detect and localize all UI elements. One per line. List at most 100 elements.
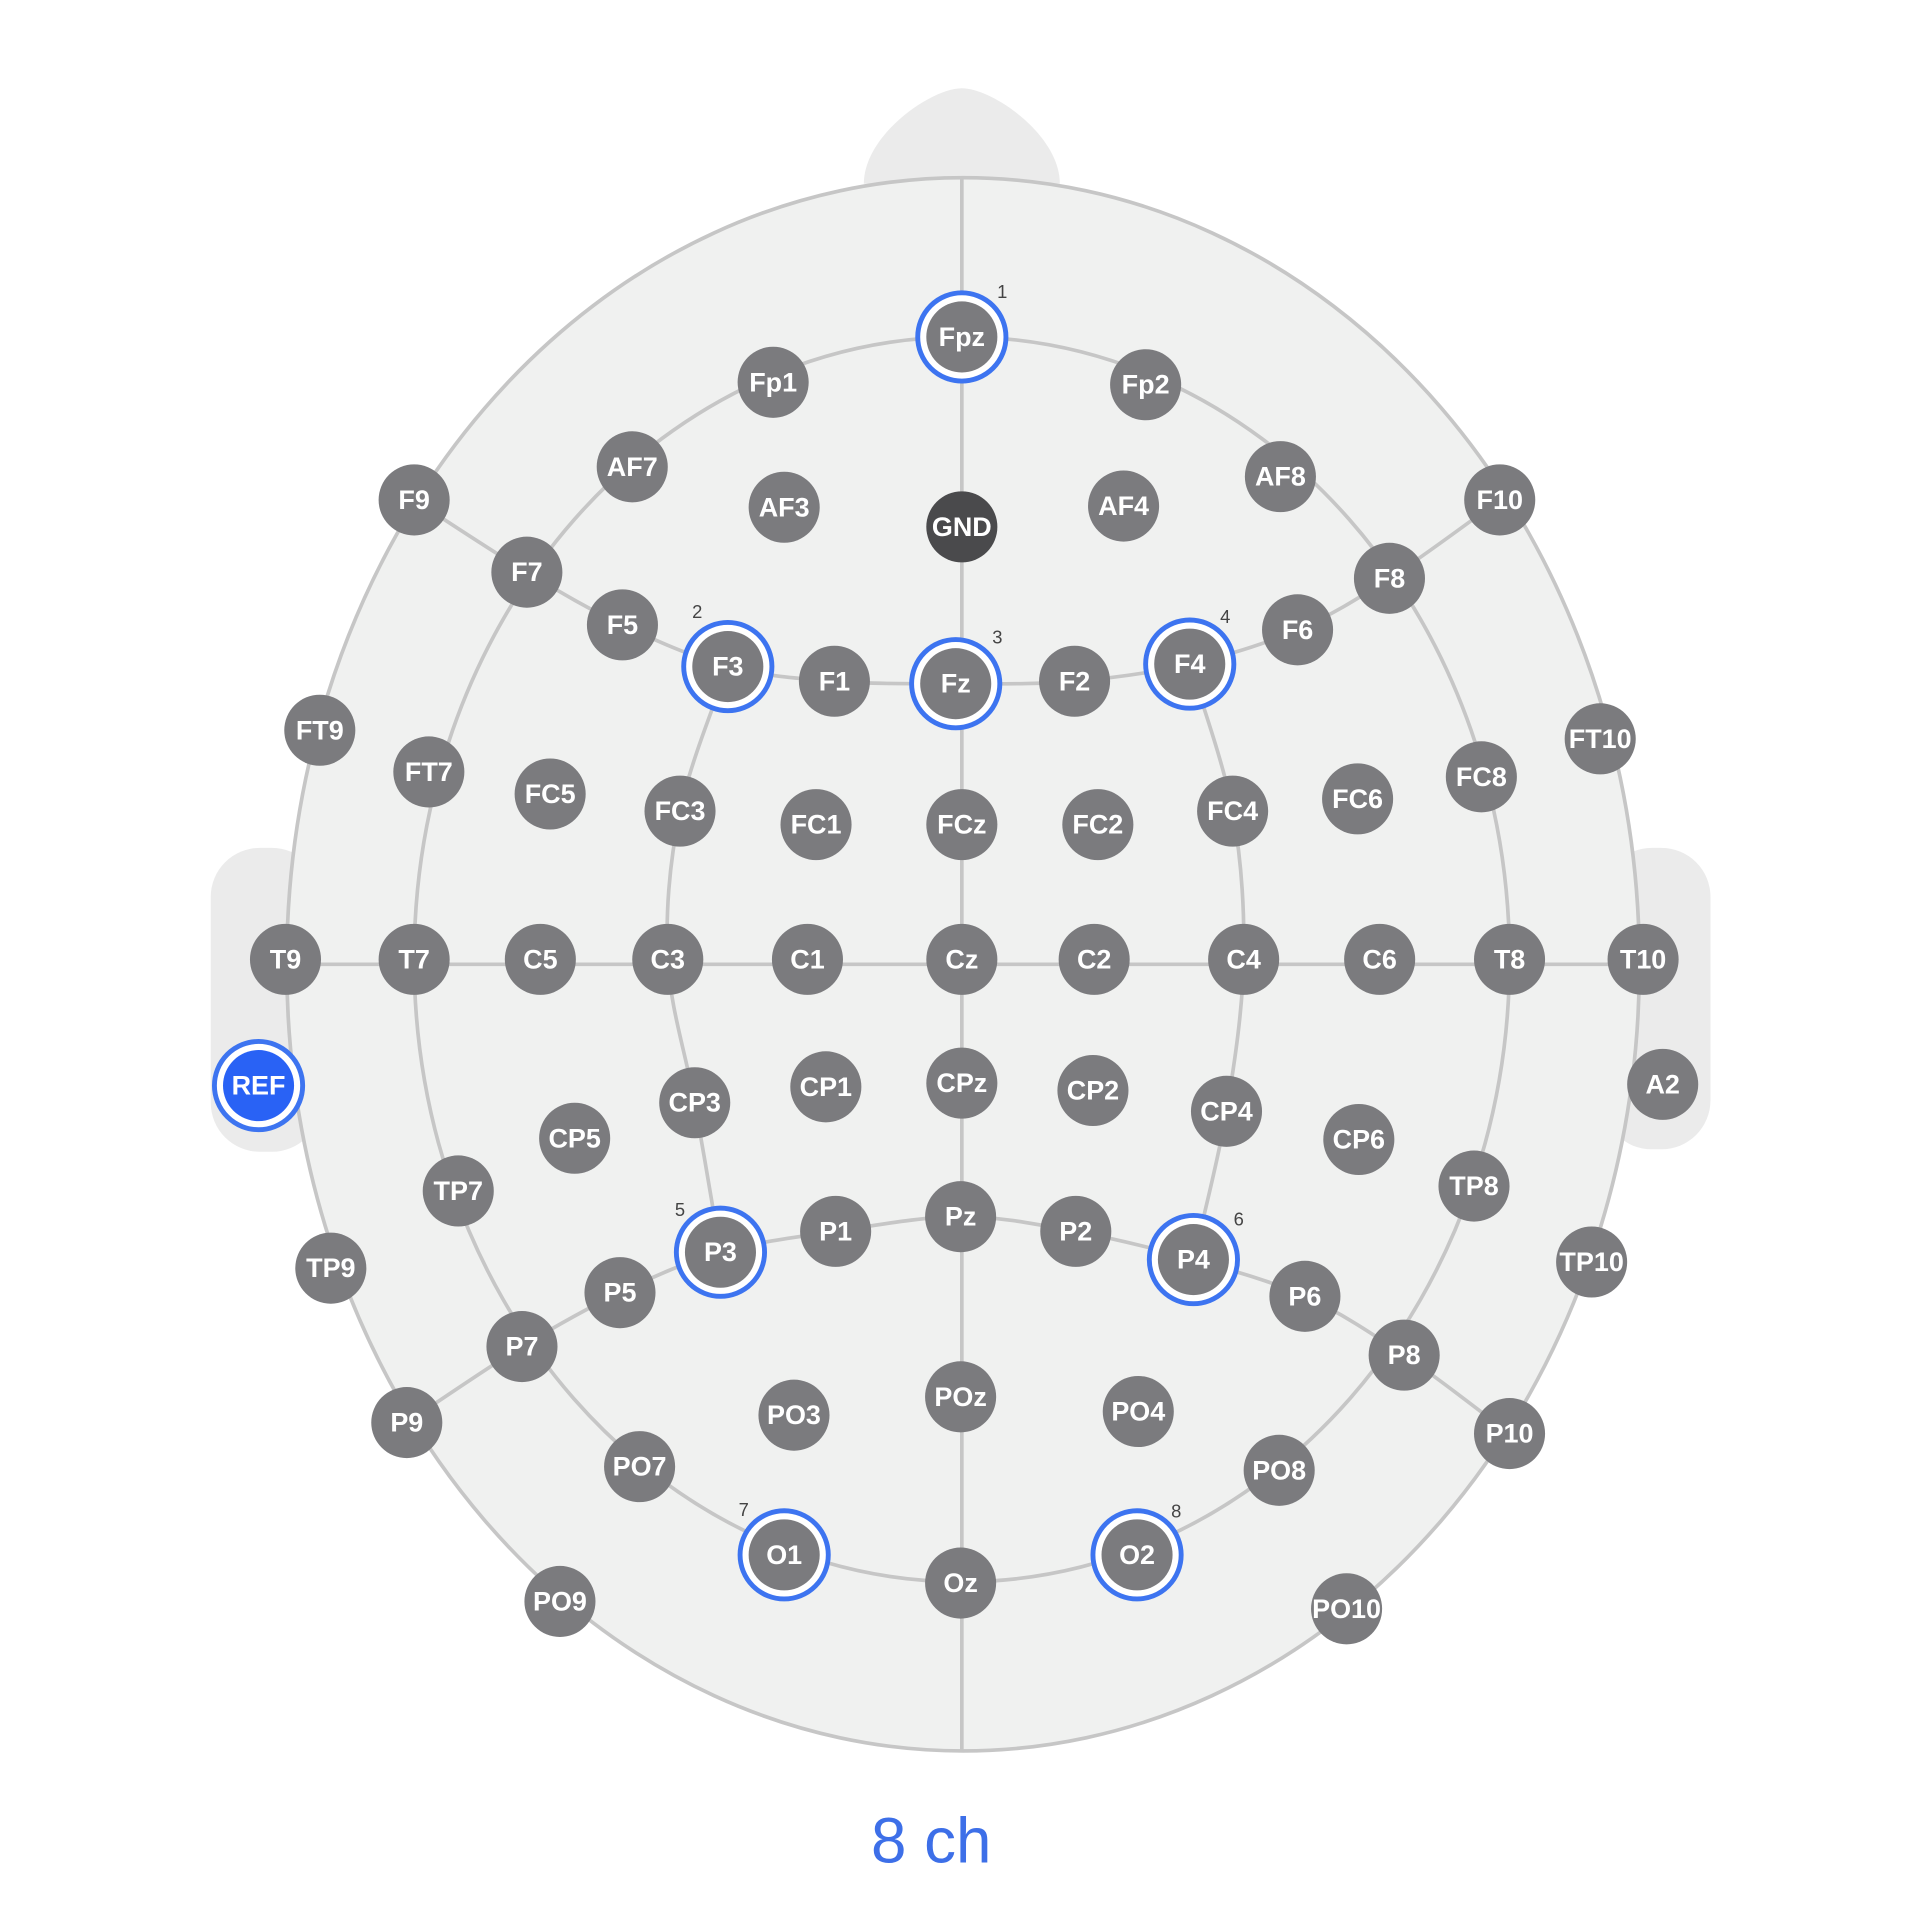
electrode-p10[interactable]: P10 [1474, 1398, 1546, 1470]
electrode-fp2[interactable]: Fp2 [1110, 349, 1182, 421]
electrode-f9[interactable]: F9 [378, 464, 450, 536]
electrode-label: A2 [1645, 1069, 1679, 1099]
electrode-dot [1368, 1319, 1440, 1391]
electrode-ref[interactable]: REF [211, 1039, 306, 1133]
electrode-fc1[interactable]: FC1 [780, 789, 852, 861]
channel-number: 2 [692, 601, 702, 622]
electrode-c1[interactable]: C1 [771, 923, 843, 995]
electrode-label: F2 [1059, 666, 1090, 696]
electrode-tp10[interactable]: TP10 [1556, 1226, 1628, 1298]
electrode-cpz[interactable]: CPz [926, 1047, 998, 1119]
electrode-dot [596, 431, 668, 503]
electrode-c5[interactable]: C5 [504, 923, 576, 995]
electrode-po9[interactable]: PO9 [524, 1565, 596, 1637]
electrode-p4[interactable]: P4 6 [1146, 1209, 1244, 1307]
electrode-f10[interactable]: F10 [1464, 464, 1536, 536]
electrode-f8[interactable]: F8 [1353, 542, 1425, 614]
electrode-af4[interactable]: AF4 [1088, 470, 1160, 542]
electrode-c3[interactable]: C3 [632, 923, 704, 995]
electrode-ft10[interactable]: FT10 [1564, 703, 1636, 775]
electrode-cp6[interactable]: CP6 [1323, 1103, 1395, 1176]
electrode-cz[interactable]: Cz [926, 923, 998, 995]
electrode-c6[interactable]: C6 [1344, 923, 1416, 995]
electrode-label: O1 [766, 1540, 802, 1570]
electrode-a2[interactable]: A2 [1627, 1048, 1699, 1120]
electrode-pz[interactable]: Pz [925, 1181, 997, 1253]
electrode-fc3[interactable]: FC3 [644, 775, 716, 847]
electrode-f3[interactable]: F3 2 [681, 601, 775, 714]
electrode-cp4[interactable]: CP4 [1190, 1075, 1263, 1147]
electrode-fcz[interactable]: FCz [926, 789, 998, 861]
electrode-p8[interactable]: P8 [1368, 1319, 1440, 1391]
electrode-fc4[interactable]: FC4 [1197, 775, 1269, 847]
electrode-tp9[interactable]: TP9 [295, 1232, 367, 1304]
electrode-po4[interactable]: PO4 [1102, 1375, 1174, 1448]
electrode-c4[interactable]: C4 [1208, 923, 1280, 995]
electrode-p2[interactable]: P2 [1040, 1195, 1112, 1267]
electrode-label: PO3 [767, 1400, 821, 1430]
electrode-p1[interactable]: P1 [800, 1195, 872, 1267]
electrode-cp1[interactable]: CP1 [790, 1051, 862, 1123]
electrode-dot [920, 648, 992, 720]
electrode-po10[interactable]: PO10 [1311, 1573, 1383, 1645]
electrode-ft9[interactable]: FT9 [284, 694, 356, 766]
electrode-fp1[interactable]: Fp1 [737, 346, 809, 418]
electrode-label: TP9 [306, 1253, 355, 1283]
electrode-p6[interactable]: P6 [1269, 1260, 1341, 1332]
electrode-f7[interactable]: F7 [491, 536, 563, 608]
electrode-label: AF7 [607, 452, 658, 482]
electrode-af7[interactable]: AF7 [596, 431, 668, 503]
electrode-t10[interactable]: T10 [1607, 923, 1679, 995]
electrode-cp3[interactable]: CP3 [659, 1067, 731, 1139]
electrode-tp8[interactable]: TP8 [1438, 1150, 1510, 1222]
electrode-p5[interactable]: P5 [584, 1257, 656, 1329]
electrode-f5[interactable]: F5 [586, 589, 658, 661]
electrode-t8[interactable]: T8 [1474, 923, 1546, 995]
electrode-p9[interactable]: P9 [371, 1387, 443, 1459]
electrode-o1[interactable]: O1 7 [737, 1499, 831, 1602]
electrode-label: REF [232, 1071, 286, 1101]
electrode-label: PO8 [1252, 1455, 1306, 1485]
electrode-dot [378, 923, 450, 995]
electrode-af3[interactable]: AF3 [748, 471, 820, 543]
electrode-po3[interactable]: PO3 [758, 1379, 830, 1451]
electrode-f1[interactable]: F1 [798, 645, 870, 717]
electrode-p7[interactable]: P7 [486, 1311, 558, 1383]
electrode-dot [1564, 703, 1636, 775]
electrode-poz[interactable]: POz [925, 1361, 997, 1433]
electrode-o2[interactable]: O2 8 [1090, 1500, 1184, 1602]
electrode-po7[interactable]: PO7 [604, 1431, 676, 1503]
electrode-dot [748, 1519, 820, 1591]
electrode-label: FCz [937, 810, 986, 840]
electrode-f2[interactable]: F2 [1039, 645, 1111, 717]
electrode-dot [1262, 594, 1334, 666]
electrode-tp7[interactable]: TP7 [422, 1155, 494, 1227]
electrode-p3[interactable]: P3 5 [673, 1199, 768, 1299]
electrode-t9[interactable]: T9 [249, 923, 322, 995]
electrode-fc2[interactable]: FC2 [1062, 789, 1134, 861]
electrode-ft7[interactable]: FT7 [393, 736, 465, 808]
electrode-dot [1323, 1103, 1395, 1176]
electrode-label: T10 [1620, 944, 1666, 974]
electrode-f6[interactable]: F6 [1262, 594, 1334, 666]
electrode-label: Fp2 [1122, 370, 1170, 400]
electrode-af8[interactable]: AF8 [1244, 441, 1316, 513]
electrode-dot [771, 923, 843, 995]
electrode-label: TP10 [1559, 1247, 1623, 1277]
electrode-po8[interactable]: PO8 [1243, 1434, 1315, 1506]
electrode-oz[interactable]: Oz [925, 1547, 997, 1619]
electrode-fc8[interactable]: FC8 [1445, 741, 1517, 813]
electrode-label: O2 [1119, 1540, 1155, 1570]
electrode-cp2[interactable]: CP2 [1057, 1054, 1129, 1127]
electrode-t7[interactable]: T7 [378, 923, 450, 995]
electrode-fc6[interactable]: FC6 [1322, 763, 1394, 835]
electrode-fc5[interactable]: FC5 [514, 758, 586, 830]
electrode-fz[interactable]: Fz 3 [909, 627, 1003, 731]
electrode-fpz[interactable]: Fpz 1 [915, 281, 1009, 384]
electrode-gnd[interactable]: GND [926, 491, 998, 563]
electrode-cp5[interactable]: CP5 [539, 1102, 611, 1174]
electrode-f4[interactable]: F4 4 [1143, 606, 1237, 711]
electrode-c2[interactable]: C2 [1058, 923, 1130, 995]
electrode-dot [393, 736, 465, 808]
electrode-label: CP5 [548, 1123, 600, 1153]
